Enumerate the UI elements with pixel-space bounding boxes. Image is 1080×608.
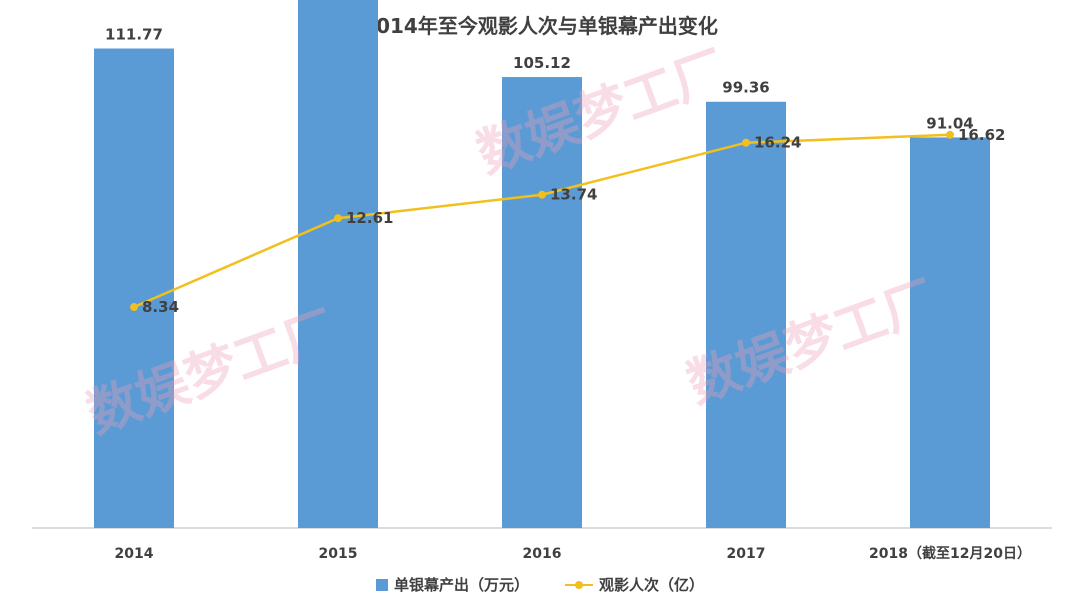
x-tick-label: 2017 xyxy=(727,546,766,562)
line-point xyxy=(538,190,546,199)
legend-label-line: 观影人次（亿） xyxy=(599,576,705,594)
x-tick-label: 2014 xyxy=(115,546,154,562)
line-point xyxy=(742,138,750,147)
bar-value-label: 99.36 xyxy=(722,79,769,97)
line-value-label: 13.74 xyxy=(550,186,597,204)
line-point xyxy=(130,303,138,312)
legend-item-line[interactable]: 观影人次（亿） xyxy=(565,574,704,595)
bar-value-label: 111.77 xyxy=(105,26,163,44)
line-point xyxy=(946,130,954,139)
chart-title: 2014年至今观影人次与单银幕产出变化 xyxy=(362,14,718,38)
bar xyxy=(502,77,582,528)
bar-value-label: 91.04 xyxy=(926,114,973,132)
legend-bar-swatch xyxy=(375,578,388,591)
bar-value-label: 105.12 xyxy=(513,54,571,72)
bar xyxy=(298,0,378,528)
legend-line-swatch xyxy=(565,579,593,591)
bar xyxy=(706,101,786,528)
line-value-label: 16.24 xyxy=(754,134,801,152)
bar xyxy=(910,137,990,528)
line-point xyxy=(334,214,342,223)
x-tick-label: 2018（截至12月20日） xyxy=(869,545,1031,562)
line-value-label: 16.62 xyxy=(958,126,1005,144)
legend-label-bar: 单银幕产出（万元） xyxy=(393,576,529,594)
bar xyxy=(94,48,174,528)
x-tick-label: 2015 xyxy=(319,546,358,562)
chart-legend: 单银幕产出（万元） 观影人次（亿） xyxy=(0,574,1080,595)
line-value-label: 8.34 xyxy=(142,298,179,316)
x-tick-label: 2016 xyxy=(523,546,562,562)
legend-item-bar[interactable]: 单银幕产出（万元） xyxy=(375,574,529,595)
line-value-label: 12.61 xyxy=(346,209,393,227)
